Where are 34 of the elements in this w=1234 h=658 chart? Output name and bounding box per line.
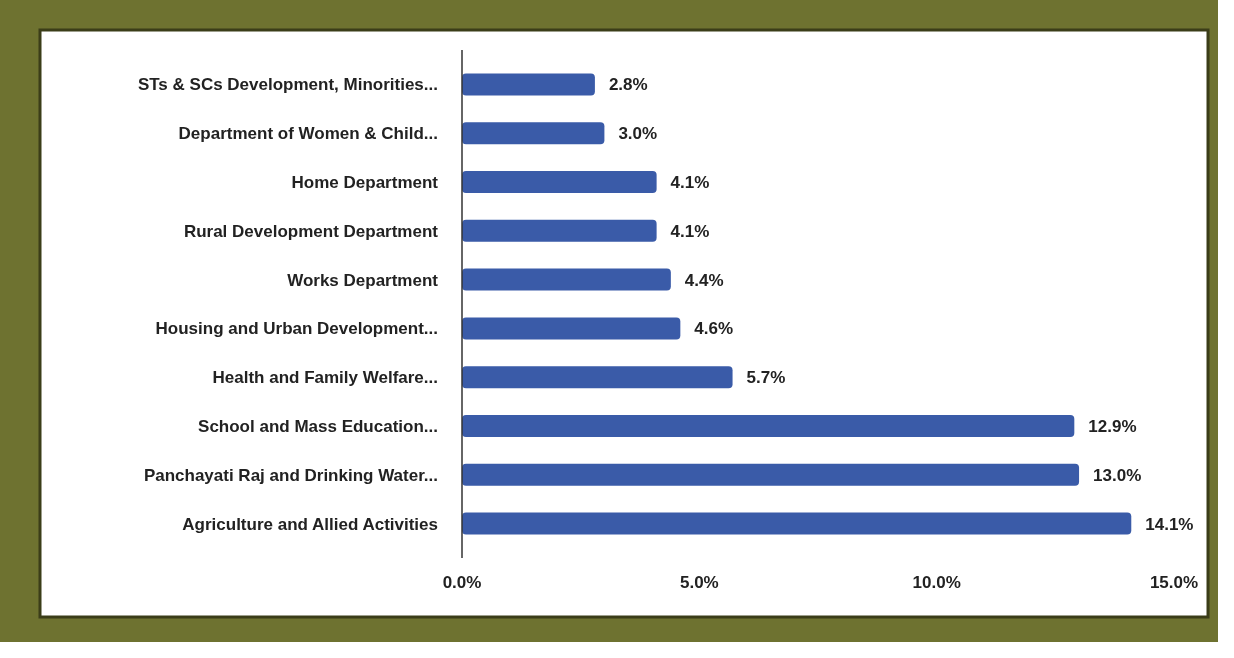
bar (462, 73, 595, 96)
y-tick-label: Rural Development Department (183, 221, 439, 241)
data-label: 12.9% (1088, 416, 1137, 436)
y-tick-label: Panchayati Raj and Drinking Water... (143, 465, 438, 485)
data-label: 4.6% (694, 319, 734, 339)
data-label: 14.1% (1145, 514, 1194, 534)
y-tick-label: Housing and Urban Development... (155, 319, 438, 339)
bar (462, 171, 657, 193)
data-label: 2.8% (608, 75, 648, 95)
x-tick-label: 0.0% (442, 573, 482, 592)
bar (462, 512, 1132, 535)
bar (462, 268, 671, 291)
bar (462, 366, 733, 389)
bar (462, 463, 1080, 486)
x-tick-label: 10.0% (912, 573, 961, 592)
data-label: 4.1% (670, 172, 710, 192)
data-label: 4.4% (684, 270, 724, 290)
y-tick-label: School and Mass Education... (198, 416, 438, 436)
y-tick-label: Agriculture and Allied Activities (182, 514, 438, 534)
x-tick-label: 5.0% (679, 573, 719, 592)
data-label: 3.0% (618, 124, 658, 144)
y-tick-label: Works Department (287, 270, 439, 290)
y-tick-label: Home Department (291, 172, 439, 192)
bar (462, 219, 657, 242)
y-tick-label: Health and Family Welfare... (212, 368, 438, 388)
bar (462, 317, 681, 340)
y-tick-label: STs & SCs Development, Minorities... (137, 75, 438, 95)
x-tick-label: 15.0% (1149, 573, 1199, 592)
bar (462, 122, 605, 145)
bar (462, 415, 1075, 437)
data-label: 5.7% (746, 368, 786, 388)
data-label: 4.1% (670, 221, 710, 241)
y-tick-label: Department of Women & Child... (178, 124, 438, 144)
data-label: 13.0% (1093, 465, 1142, 485)
